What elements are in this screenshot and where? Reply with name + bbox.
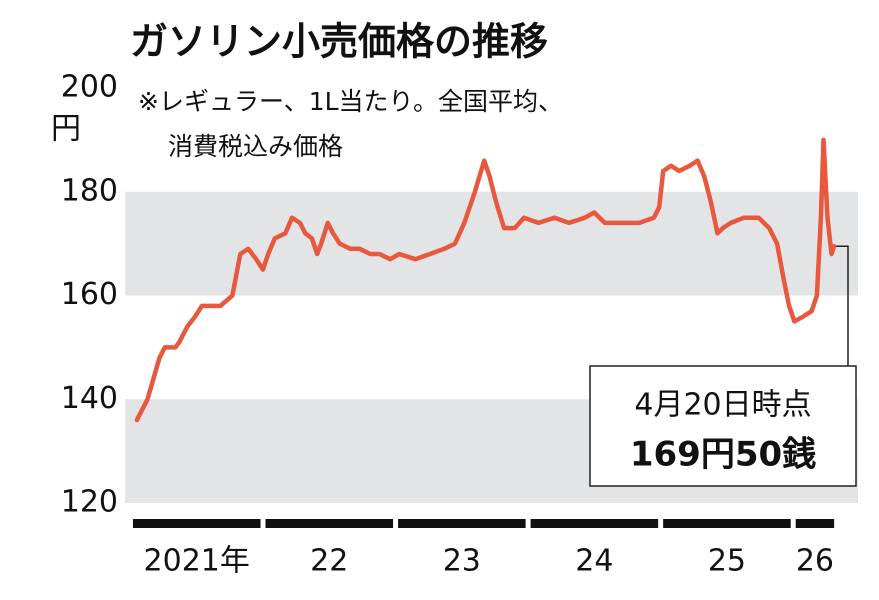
annotation-box — [589, 365, 857, 487]
chart-title: ガソリン小売価格の推移 — [130, 20, 548, 64]
x-tick-label: 24 — [575, 544, 613, 579]
y-tick-label: 180 — [61, 173, 118, 208]
x-tick-bar — [663, 519, 791, 528]
x-tick-bar — [132, 519, 261, 528]
grid-band — [125, 191, 858, 296]
line — [134, 137, 837, 423]
x-tick-label: 26 — [796, 544, 834, 579]
y-tick-label: 140 — [61, 381, 118, 416]
y-tick-label: 120 — [61, 485, 118, 520]
annotation: 169円50銭 — [630, 435, 816, 475]
annotation: 4月20日時点 — [634, 388, 811, 423]
subtitle: ※レギュラー、1L当たり。全国平均、 — [138, 87, 563, 116]
leader-line — [836, 245, 849, 366]
x-tick-label: 22 — [310, 544, 348, 579]
x-tick-label: 25 — [708, 544, 746, 579]
x-tick-bar — [530, 519, 659, 528]
subtitle: 消費税込み価格 — [168, 132, 343, 161]
x-tick-bar — [795, 519, 835, 528]
x-tick-bar — [398, 519, 526, 528]
x-tick-label: 2021年 — [144, 544, 250, 579]
y-tick-label: 200 — [61, 70, 118, 105]
x-tick-bar — [265, 519, 394, 528]
y-tick-label: 160 — [61, 277, 118, 312]
y-unit: 円 — [51, 112, 81, 147]
x-tick-label: 23 — [443, 544, 481, 579]
